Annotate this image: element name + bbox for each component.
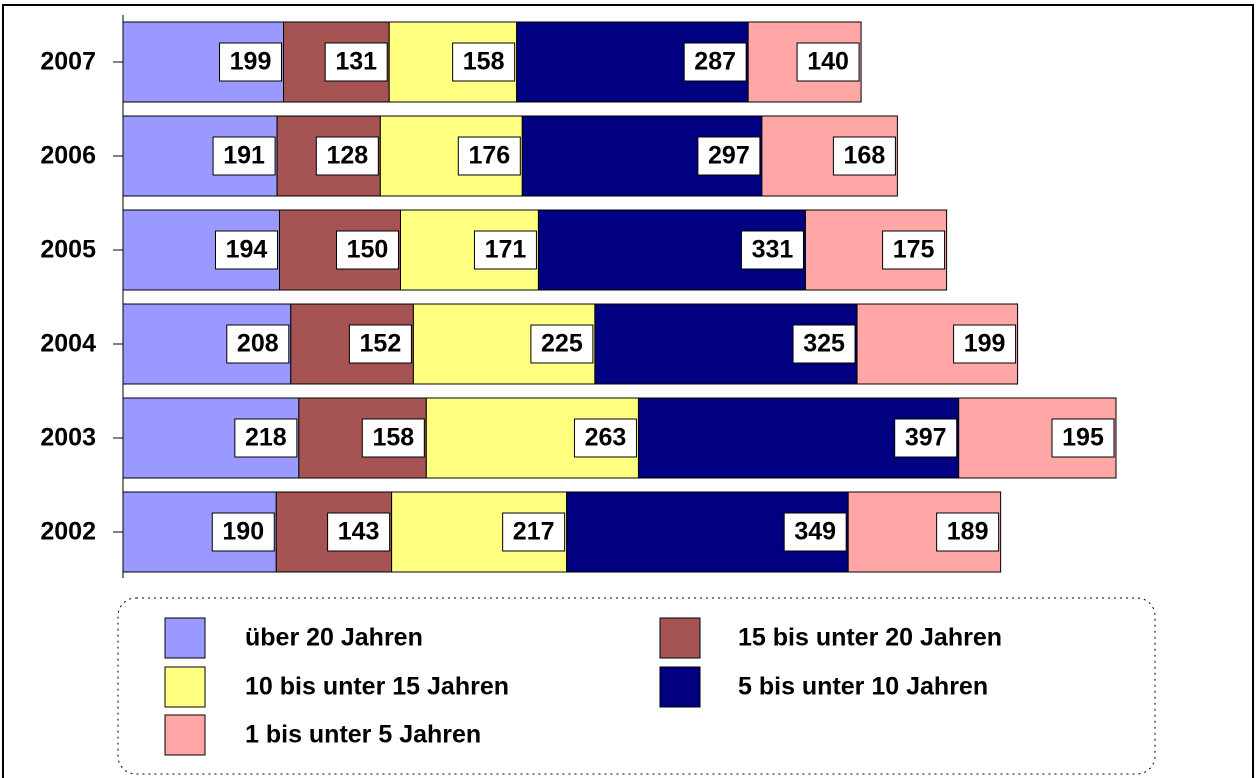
value-label-box xyxy=(530,324,594,364)
value-label-box xyxy=(792,324,856,364)
value-label: 208 xyxy=(237,330,279,358)
value-label-box xyxy=(882,230,946,270)
value-label-box xyxy=(502,512,566,552)
value-label: 143 xyxy=(338,518,380,546)
legend-label: über 20 Jahren xyxy=(245,624,423,652)
legend-swatch xyxy=(164,617,206,659)
value-label-box xyxy=(573,418,637,458)
value-label-box xyxy=(214,230,278,270)
value-label: 199 xyxy=(230,48,272,76)
value-label-box xyxy=(234,418,298,458)
value-label: 218 xyxy=(245,424,287,452)
legend-label: 10 bis unter 15 Jahren xyxy=(245,673,509,701)
value-label-box xyxy=(315,136,379,176)
value-label-box xyxy=(796,42,860,82)
value-label: 128 xyxy=(326,142,368,170)
value-label-box xyxy=(335,230,399,270)
value-label-box xyxy=(1051,418,1115,458)
value-label-box xyxy=(832,136,896,176)
value-label-box xyxy=(348,324,412,364)
value-label: 171 xyxy=(485,236,527,264)
value-label-box xyxy=(452,42,516,82)
value-label: 331 xyxy=(752,236,794,264)
legend-swatch xyxy=(164,666,206,708)
value-label: 191 xyxy=(223,142,265,170)
value-label: 199 xyxy=(964,330,1006,358)
legend-label: 5 bis unter 10 Jahren xyxy=(738,673,988,701)
value-label: 297 xyxy=(708,142,750,170)
value-label: 158 xyxy=(372,424,414,452)
value-label: 397 xyxy=(905,424,947,452)
value-label: 190 xyxy=(222,518,264,546)
value-label: 195 xyxy=(1062,424,1104,452)
value-label: 225 xyxy=(541,330,583,358)
y-tick-label: 2006 xyxy=(40,142,96,170)
legend-swatch xyxy=(659,666,701,708)
value-label: 189 xyxy=(947,518,989,546)
value-label: 175 xyxy=(893,236,935,264)
value-label-box xyxy=(212,136,276,176)
y-tick-label: 2002 xyxy=(40,518,96,546)
value-label: 168 xyxy=(844,142,886,170)
value-label: 176 xyxy=(468,142,510,170)
value-label-box xyxy=(457,136,521,176)
value-label-box xyxy=(953,324,1017,364)
legend-swatch xyxy=(164,714,206,756)
value-label: 150 xyxy=(347,236,389,264)
y-tick-label: 2003 xyxy=(40,424,96,452)
value-label-box xyxy=(324,42,388,82)
legend-swatch xyxy=(659,617,701,659)
value-label: 349 xyxy=(794,518,836,546)
value-label: 263 xyxy=(585,424,627,452)
value-label: 152 xyxy=(360,330,402,358)
value-label-box xyxy=(361,418,425,458)
legend-label: 1 bis unter 5 Jahren xyxy=(245,721,481,749)
value-label-box xyxy=(226,324,290,364)
bar-segment xyxy=(379,115,523,197)
value-label-box xyxy=(936,512,1000,552)
y-tick-label: 2007 xyxy=(40,48,96,76)
value-label: 131 xyxy=(335,48,377,76)
value-label-box xyxy=(327,512,391,552)
legend-box xyxy=(117,597,1156,775)
value-label-box xyxy=(473,230,537,270)
value-label-box xyxy=(783,512,847,552)
y-tick-label: 2005 xyxy=(40,236,96,264)
value-label: 217 xyxy=(513,518,555,546)
value-label: 287 xyxy=(694,48,736,76)
value-label-box xyxy=(683,42,747,82)
frame xyxy=(2,4,1254,778)
value-label: 140 xyxy=(807,48,849,76)
value-label: 325 xyxy=(803,330,845,358)
value-label-box xyxy=(219,42,283,82)
value-label-box xyxy=(740,230,804,270)
value-label-box xyxy=(697,136,761,176)
value-label: 158 xyxy=(463,48,505,76)
value-label-box xyxy=(894,418,958,458)
y-tick-label: 2004 xyxy=(40,330,96,358)
legend-label: 15 bis unter 20 Jahren xyxy=(738,624,1002,652)
value-label-box xyxy=(211,512,275,552)
value-label: 194 xyxy=(226,236,268,264)
